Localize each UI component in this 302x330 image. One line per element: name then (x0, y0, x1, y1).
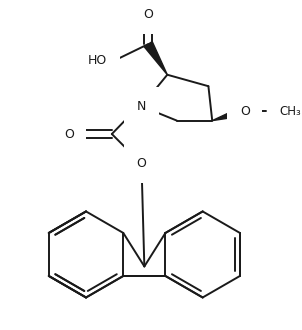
Text: O: O (143, 8, 153, 21)
Polygon shape (212, 107, 245, 121)
Text: O: O (137, 157, 146, 170)
Text: O: O (240, 105, 250, 117)
Text: HO: HO (88, 54, 107, 67)
Text: O: O (64, 127, 74, 141)
Polygon shape (144, 42, 167, 75)
Text: CH₃: CH₃ (279, 105, 301, 117)
Text: N: N (137, 100, 146, 113)
